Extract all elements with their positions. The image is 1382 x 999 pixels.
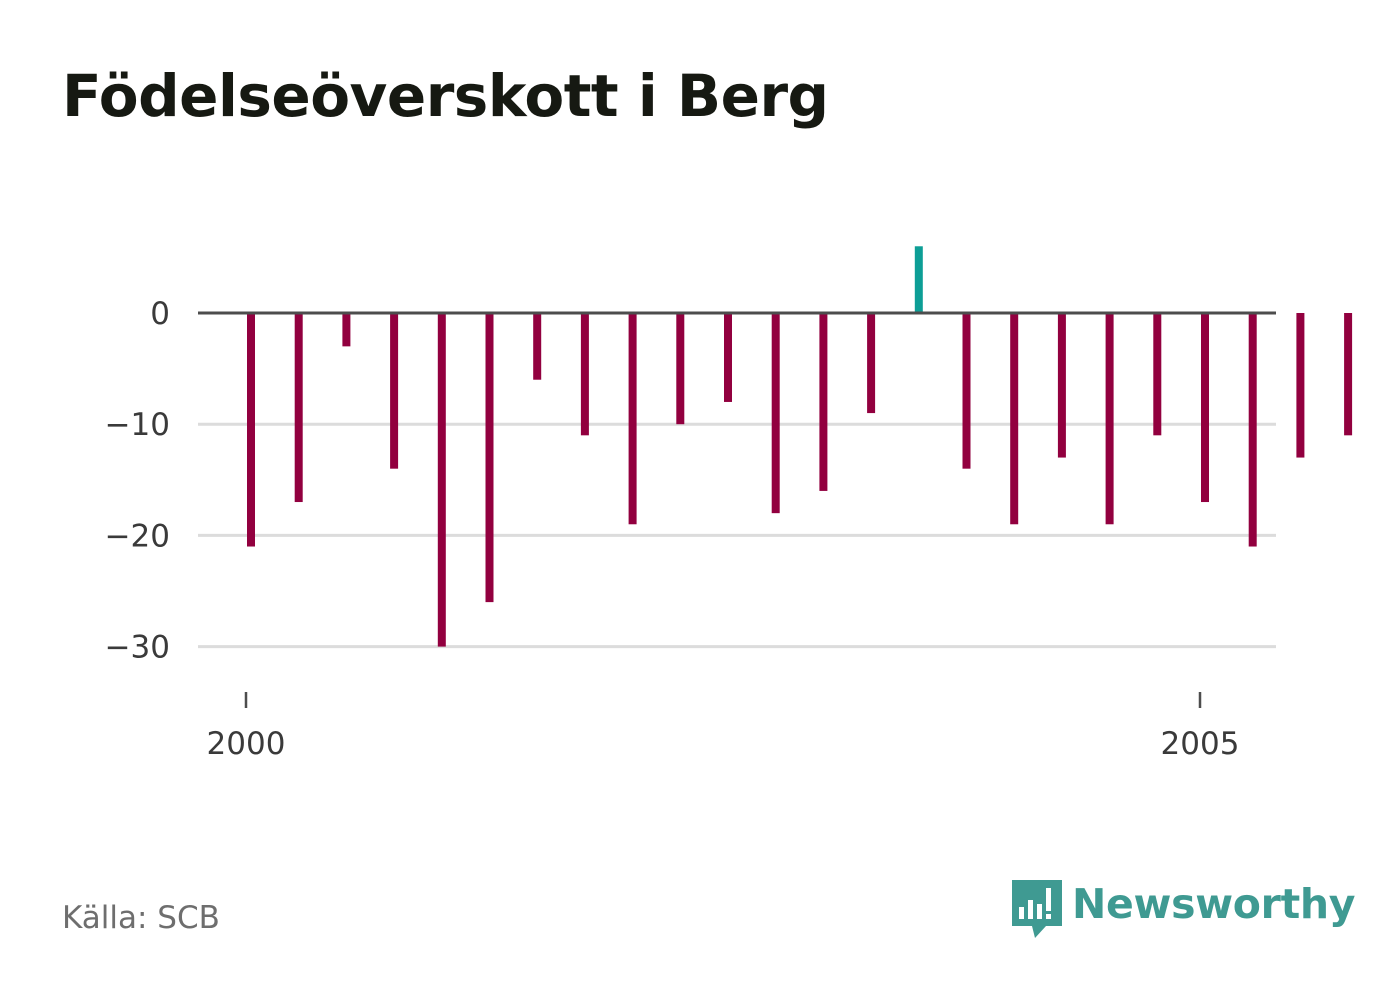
bar xyxy=(1296,313,1305,458)
bar xyxy=(962,313,971,469)
bar xyxy=(390,313,399,469)
y-tick-label: 0 xyxy=(150,296,170,332)
bar xyxy=(342,313,351,347)
y-tick-label: −10 xyxy=(105,407,170,443)
newsworthy-logo-text: Newsworthy xyxy=(1072,880,1356,928)
bar xyxy=(580,313,589,436)
bar xyxy=(294,313,303,503)
bar xyxy=(1010,313,1019,525)
newsworthy-logo-icon xyxy=(1012,880,1062,938)
source-note: Källa: SCB xyxy=(62,900,220,936)
bar xyxy=(676,313,685,425)
bar xyxy=(867,313,876,414)
bar xyxy=(485,313,494,603)
y-axis-labels: 0 −10 −20 −30 xyxy=(105,296,170,666)
bar xyxy=(1201,313,1209,503)
bar xyxy=(819,313,828,491)
bars xyxy=(247,246,1353,647)
bar xyxy=(437,313,446,647)
bar xyxy=(1344,313,1353,436)
x-tick-label: 2005 xyxy=(1161,726,1240,762)
bar xyxy=(914,246,923,313)
x-axis: 200020052010201520202025 xyxy=(207,692,1240,762)
bar xyxy=(1105,313,1114,525)
newsworthy-logo[interactable]: Newsworthy xyxy=(1010,878,1355,940)
bar xyxy=(628,313,637,525)
bar xyxy=(1057,313,1066,458)
bar xyxy=(771,313,780,514)
bar xyxy=(1153,313,1162,436)
bar xyxy=(533,313,542,380)
chart-title: Födelseöverskott i Berg xyxy=(62,62,829,130)
y-tick-label: −30 xyxy=(105,630,170,666)
x-tick-label: 2000 xyxy=(207,726,286,762)
bar xyxy=(247,313,255,547)
bar xyxy=(724,313,732,402)
y-tick-label: −20 xyxy=(105,518,170,554)
bar xyxy=(1248,313,1257,547)
gridlines xyxy=(198,422,1276,649)
